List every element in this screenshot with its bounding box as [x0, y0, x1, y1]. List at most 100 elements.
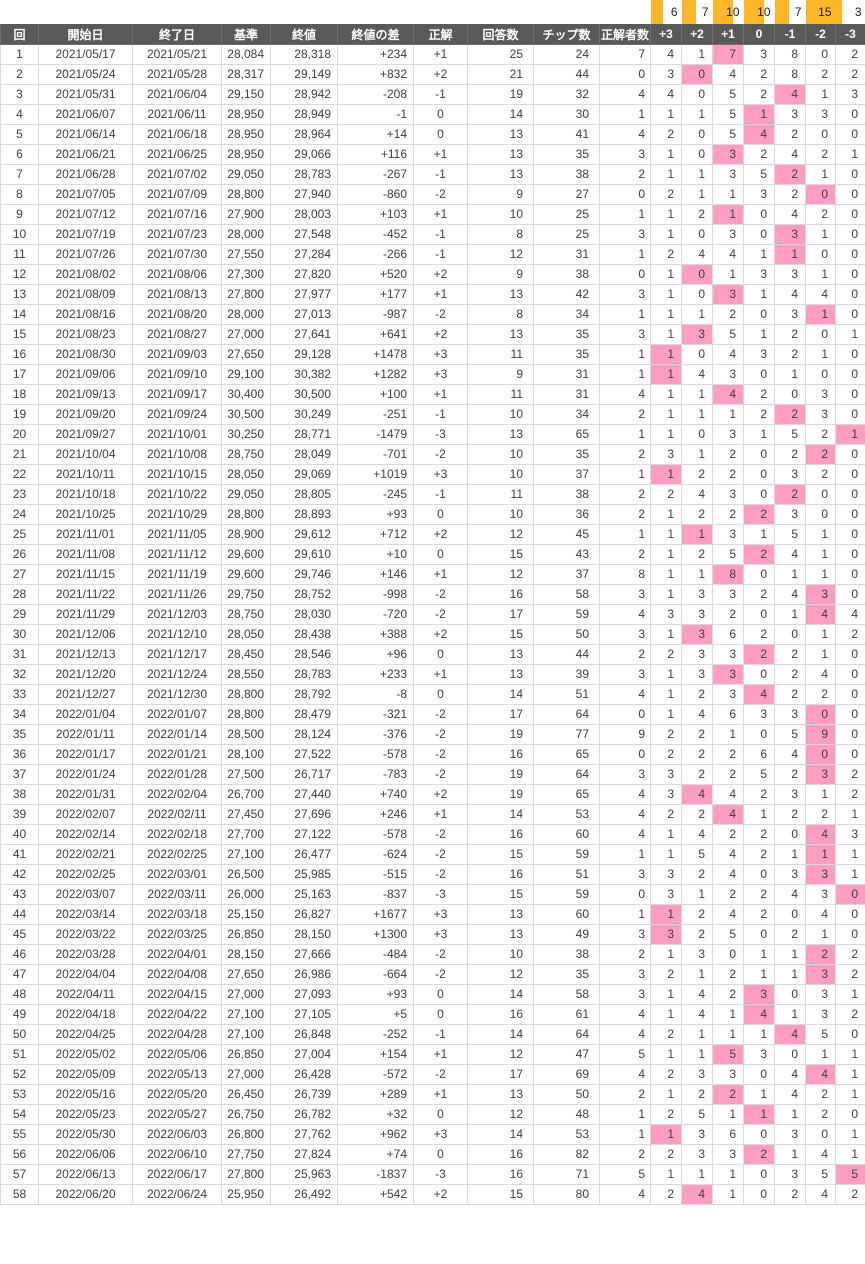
dist-p3-cell: 1 [650, 163, 682, 185]
base-price-cell: 27,000 [221, 323, 271, 345]
dist-p3-cell: 1 [650, 1163, 682, 1185]
chip-count-cell: 59 [533, 843, 600, 865]
dist-p2-cell: 5 [681, 843, 713, 865]
answer-count-cell: 13 [467, 323, 534, 345]
answer-count-cell: 17 [467, 603, 534, 625]
dist-p3-cell: 1 [650, 343, 682, 365]
dist-p3-cell: 1 [650, 383, 682, 405]
dist-m3-cell: 0 [835, 703, 865, 725]
table-row: 15 2021/08/23 2021/08/27 27,000 27,641 +641 +2… [0, 323, 865, 345]
dist-m3-cell: 0 [835, 543, 865, 565]
close-diff-cell: -267 [337, 163, 414, 185]
end-date-cell: 2021/07/16 [132, 203, 222, 225]
winner-count-cell: 1 [599, 1103, 651, 1125]
dist-p2-cell: 1 [681, 403, 713, 425]
base-price-cell: 28,000 [221, 303, 271, 325]
winner-count-cell: 3 [599, 623, 651, 645]
dist-p3-cell: 1 [650, 943, 682, 965]
end-date-cell: 2021/11/26 [132, 583, 222, 605]
dist-m3-cell: 0 [835, 163, 865, 185]
close-diff-cell: +74 [337, 1143, 414, 1165]
summary-bar-value: 10 [726, 4, 740, 19]
end-date-cell: 2022/02/04 [132, 783, 222, 805]
dist-p2-cell: 2 [681, 743, 713, 765]
chip-count-cell: 31 [533, 383, 600, 405]
correct-answer-cell: -1 [413, 83, 468, 105]
chip-count-cell: 25 [533, 223, 600, 245]
dist-p2-cell: 1 [681, 1163, 713, 1185]
chip-count-cell: 35 [533, 963, 600, 985]
winner-count-cell: 3 [599, 863, 651, 885]
dist-m3-cell: 2 [835, 623, 865, 645]
chip-count-cell: 64 [533, 763, 600, 785]
dist-m2-cell: 5 [805, 1023, 836, 1045]
table-row: 45 2022/03/22 2022/03/25 26,850 28,150 +1300 +… [0, 923, 865, 945]
base-price-cell: 26,000 [221, 883, 271, 905]
start-date-cell: 2021/06/14 [38, 123, 133, 145]
summary-bar-fill [805, 0, 836, 24]
correct-answer-cell: 0 [413, 123, 468, 145]
dist-p2-cell: 1 [681, 563, 713, 585]
start-date-cell: 2021/08/09 [38, 283, 133, 305]
winner-count-cell: 4 [599, 123, 651, 145]
dist-p2-cell: 2 [681, 463, 713, 485]
summary-bar-value: 3 [854, 4, 862, 19]
correct-answer-cell: -2 [413, 183, 468, 205]
answer-count-cell: 10 [467, 443, 534, 465]
base-price-cell: 27,300 [221, 263, 271, 285]
winner-count-cell: 2 [599, 1083, 651, 1105]
chip-count-cell: 37 [533, 463, 600, 485]
dist-m2-cell: 3 [805, 583, 836, 605]
base-price-cell: 26,850 [221, 1043, 271, 1065]
round-cell: 50 [0, 1023, 39, 1045]
dist-p1-cell: 5 [712, 543, 744, 565]
start-date-cell: 2021/11/22 [38, 583, 133, 605]
summary-bar-fill [681, 0, 696, 24]
end-date-cell: 2021/10/29 [132, 503, 222, 525]
dist-m1-cell: 5 [774, 423, 806, 445]
winner-count-cell: 7 [599, 43, 651, 65]
dist-m1-cell: 4 [774, 1083, 806, 1105]
dist-0-cell: 3 [743, 263, 775, 285]
dist-m3-cell: 2 [835, 963, 865, 985]
dist-m3-cell: 0 [835, 283, 865, 305]
correct-answer-cell: 0 [413, 983, 468, 1005]
dist-p2-cell: 0 [681, 343, 713, 365]
start-date-cell: 2021/11/15 [38, 563, 133, 585]
end-date-cell: 2021/12/17 [132, 643, 222, 665]
round-cell: 34 [0, 703, 39, 725]
dist-p2-cell: 1 [681, 1043, 713, 1065]
round-cell: 26 [0, 543, 39, 565]
close-price-cell: 27,548 [270, 223, 338, 245]
dist-m1-cell: 2 [774, 643, 806, 665]
dist-p2-cell: 2 [681, 763, 713, 785]
dist-m2-cell: 1 [805, 523, 836, 545]
dist-m1-cell: 0 [774, 823, 806, 845]
answer-count-cell: 14 [467, 683, 534, 705]
dist-p2-cell: 4 [681, 1003, 713, 1025]
dist-p2-cell: 0 [681, 63, 713, 85]
answer-count-cell: 14 [467, 983, 534, 1005]
answer-count-cell: 16 [467, 823, 534, 845]
answer-count-cell: 14 [467, 103, 534, 125]
dist-0-cell: 0 [743, 923, 775, 945]
dist-m2-cell: 0 [805, 743, 836, 765]
dist-m2-cell: 1 [805, 843, 836, 865]
dist-m2-cell: 1 [805, 783, 836, 805]
round-cell: 15 [0, 323, 39, 345]
dist-p3-cell: 3 [650, 603, 682, 625]
start-date-cell: 2022/04/04 [38, 963, 133, 985]
table-header-row: 回開始日 終了日 基準 終値 終値の差 正解 回答数 チップ数 正解者数 +3 +2 +1 0 -1 -2-… [0, 23, 865, 45]
correct-answer-cell: -1 [413, 483, 468, 505]
close-price-cell: 27,666 [270, 943, 338, 965]
winner-count-cell: 3 [599, 763, 651, 785]
round-cell: 49 [0, 1003, 39, 1025]
end-date-cell: 2022/04/01 [132, 943, 222, 965]
dist-0-cell: 3 [743, 343, 775, 365]
close-price-cell: 26,848 [270, 1023, 338, 1045]
base-price-cell: 27,650 [221, 963, 271, 985]
dist-m3-cell: 0 [835, 303, 865, 325]
winner-count-cell: 5 [599, 1043, 651, 1065]
dist-p3-cell: 1 [650, 983, 682, 1005]
dist-p1-cell: 2 [712, 463, 744, 485]
